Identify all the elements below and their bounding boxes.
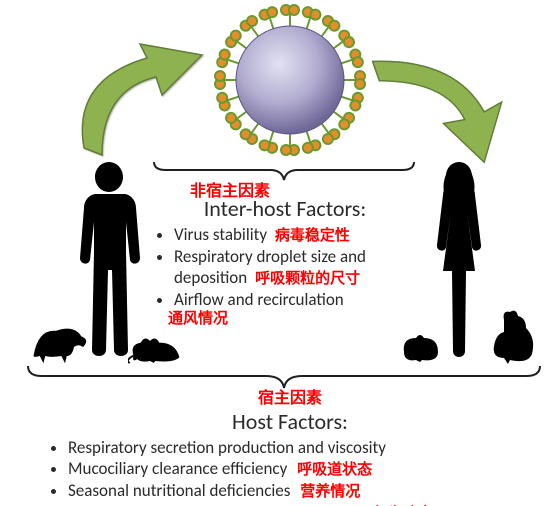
- host-bullet-3: Weather-related social/behavioral change…: [68, 502, 540, 506]
- interhost-block: 非宿主因素 Inter-host Factors: Virus stabilit…: [150, 177, 420, 329]
- host-bullet-2: Seasonal nutritional deficiencies 营养情况: [68, 480, 540, 502]
- arrow-right: [358, 42, 523, 172]
- host-bullet-1-en: Mucociliary clearance efficiency: [68, 458, 287, 479]
- interhost-title-red: 非宿主因素: [190, 177, 270, 201]
- interhost-bullet-0-en: Virus stability: [174, 224, 267, 245]
- interhost-bullet-0: Virus stability 病毒稳定性: [174, 224, 420, 246]
- interhost-bullet-2-en: Airflow and recirculation: [174, 289, 344, 310]
- host-bullet-2-en: Seasonal nutritional deficiencies: [68, 480, 290, 501]
- interhost-bullet-2: Airflow and recirculation 通风情况: [174, 289, 420, 329]
- interhost-bullet-2-zh: 通风情况: [168, 310, 420, 329]
- host-bullet-0: Respiratory secretion production and vis…: [68, 437, 540, 458]
- silhouette-ferret-right: [488, 310, 540, 365]
- host-bullet-1: Mucociliary clearance efficiency 呼吸道状态: [68, 458, 540, 480]
- interhost-bullet-1: Respiratory droplet size and deposition …: [174, 246, 420, 289]
- host-title: Host Factors:: [40, 408, 540, 435]
- host-title-red: 宿主因素: [40, 384, 540, 408]
- host-bullet-1-zh: 呼吸道状态: [297, 461, 372, 479]
- arrow-left: [62, 40, 232, 170]
- host-bullet-3-en: Weather-related social/behavioral change…: [68, 502, 363, 506]
- host-bullet-0-en: Respiratory secretion production and vis…: [68, 437, 386, 458]
- host-bullet-2-zh: 营养情况: [300, 483, 360, 501]
- host-block: 宿主因素 Host Factors: Respiratory secretion…: [40, 384, 540, 506]
- interhost-bullet-0-zh: 病毒稳定性: [275, 227, 350, 245]
- silhouette-mouse-left: [128, 335, 183, 365]
- interhost-bullet-1-zh: 呼吸颗粒的尺寸: [255, 270, 360, 288]
- silhouette-ferret-left: [28, 320, 93, 365]
- diagram-stage: 非宿主因素 Inter-host Factors: Virus stabilit…: [0, 0, 554, 506]
- silhouette-guineapig: [398, 332, 440, 364]
- virus-icon: [210, 0, 370, 160]
